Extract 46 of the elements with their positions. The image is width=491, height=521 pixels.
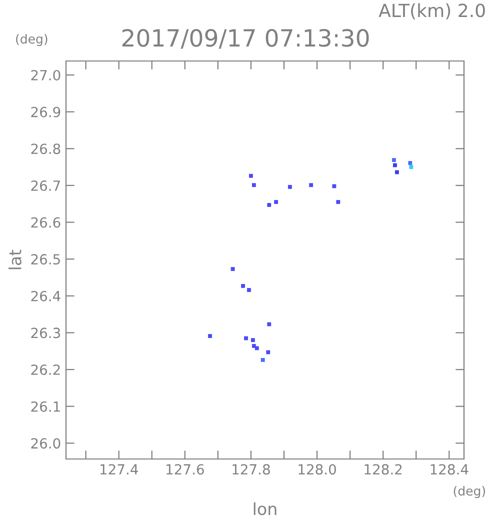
text: (deg) xyxy=(16,34,48,46)
point xyxy=(266,350,270,354)
x-tick-label: 128.4 xyxy=(430,464,468,475)
point xyxy=(249,174,253,178)
point xyxy=(392,158,396,162)
y-axis-title: lat xyxy=(8,250,22,270)
point xyxy=(332,184,336,188)
x-tick-label: 127.4 xyxy=(100,464,138,474)
point xyxy=(260,358,265,362)
y-tick-label: 26.3 xyxy=(31,328,60,338)
x-tick-label: 127.6 xyxy=(166,464,204,475)
x-tick-label: 128.2 xyxy=(364,464,402,475)
point xyxy=(254,346,259,350)
point xyxy=(208,334,212,338)
y-tick-label: 27.0 xyxy=(31,70,60,80)
y-tick-label: 26.0 xyxy=(31,438,60,449)
y-tick-label: 26.4 xyxy=(31,290,60,302)
y-tick-label: 26.2 xyxy=(31,364,60,376)
point xyxy=(288,184,292,189)
x-tick-label: 127.8 xyxy=(232,464,270,475)
y-tick-label: 26.8 xyxy=(31,144,60,154)
point xyxy=(244,336,248,340)
point xyxy=(267,202,272,207)
point xyxy=(267,322,272,326)
point xyxy=(309,183,314,188)
point xyxy=(230,267,235,271)
point xyxy=(409,165,414,169)
point xyxy=(247,288,251,292)
text: (deg) xyxy=(454,486,486,498)
point xyxy=(393,163,397,168)
point xyxy=(336,200,340,204)
y-tick-label: 26.7 xyxy=(31,180,60,191)
point xyxy=(250,338,255,342)
x-axis-title: lon xyxy=(254,502,276,516)
y-tick-label: 26.1 xyxy=(31,401,60,412)
point xyxy=(394,170,399,174)
y-tick-label: 26.5 xyxy=(31,254,60,265)
y-tick-label: 26.6 xyxy=(31,217,60,228)
x-tick-label: 128.0 xyxy=(298,464,336,475)
point xyxy=(274,200,278,204)
point xyxy=(252,183,256,188)
point xyxy=(408,161,412,165)
point xyxy=(241,284,245,288)
chart-title: 2017/09/17 07:13:30 xyxy=(122,28,369,49)
y-tick-label: 26.9 xyxy=(31,106,60,118)
chart-subtitle: ALT(km) 2.0 xyxy=(378,3,485,20)
